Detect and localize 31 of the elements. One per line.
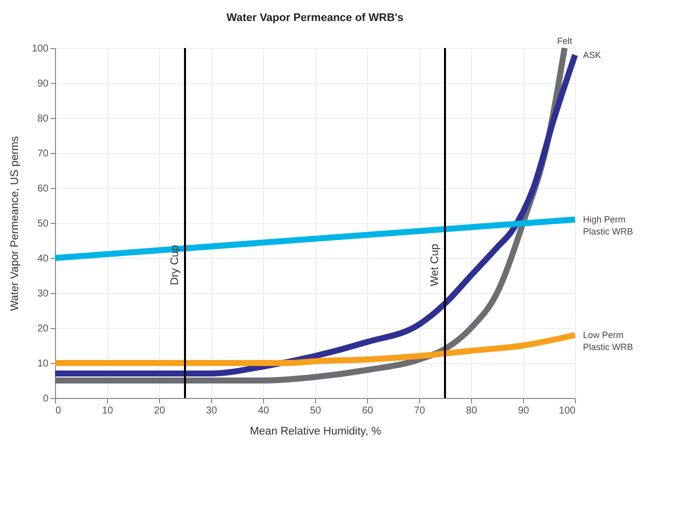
chart-title: Water Vapor Permeance of WRB's (226, 12, 404, 24)
ref-line-label: Wet Cup (429, 244, 441, 286)
y-tick-label: 0 (42, 394, 49, 404)
x-tick-label: 20 (154, 406, 166, 416)
y-tick-label: 90 (37, 78, 49, 90)
y-tick-label: 40 (37, 254, 49, 264)
x-tick-label: 50 (310, 406, 322, 416)
x-tick-label: 40 (258, 406, 270, 416)
y-tick-label: 70 (37, 148, 49, 160)
x-tick-label: 0 (56, 406, 62, 416)
y-tick-label: 30 (37, 288, 49, 300)
y-axis-title: Water Vapor Permeance, US perms (8, 136, 21, 311)
y-tick-label: 60 (37, 184, 49, 194)
x-tick-label: 10 (102, 406, 114, 416)
x-tick-label: 100 (558, 406, 576, 416)
y-tick-label: 80 (37, 114, 49, 124)
x-tick-label: 30 (206, 406, 218, 416)
y-tick-label: 20 (37, 324, 49, 334)
x-axis-title: Mean Relative Humidity, % (250, 426, 382, 438)
x-tick-label: 70 (414, 406, 426, 416)
series-label: ASK (583, 50, 602, 60)
x-tick-label: 60 (362, 406, 374, 416)
y-tick-label: 10 (37, 358, 49, 370)
y-tick-label: 100 (32, 44, 49, 54)
series-label: Low Perm Plastic WRB (583, 330, 634, 352)
x-tick-label: 90 (518, 406, 530, 416)
x-tick-label: 80 (466, 406, 478, 416)
series-label: High Perm Plastic WRB (583, 214, 634, 236)
series-label: Felt (557, 36, 573, 46)
y-tick-label: 50 (37, 218, 49, 230)
ref-line-label: Dry Cup (169, 244, 181, 286)
